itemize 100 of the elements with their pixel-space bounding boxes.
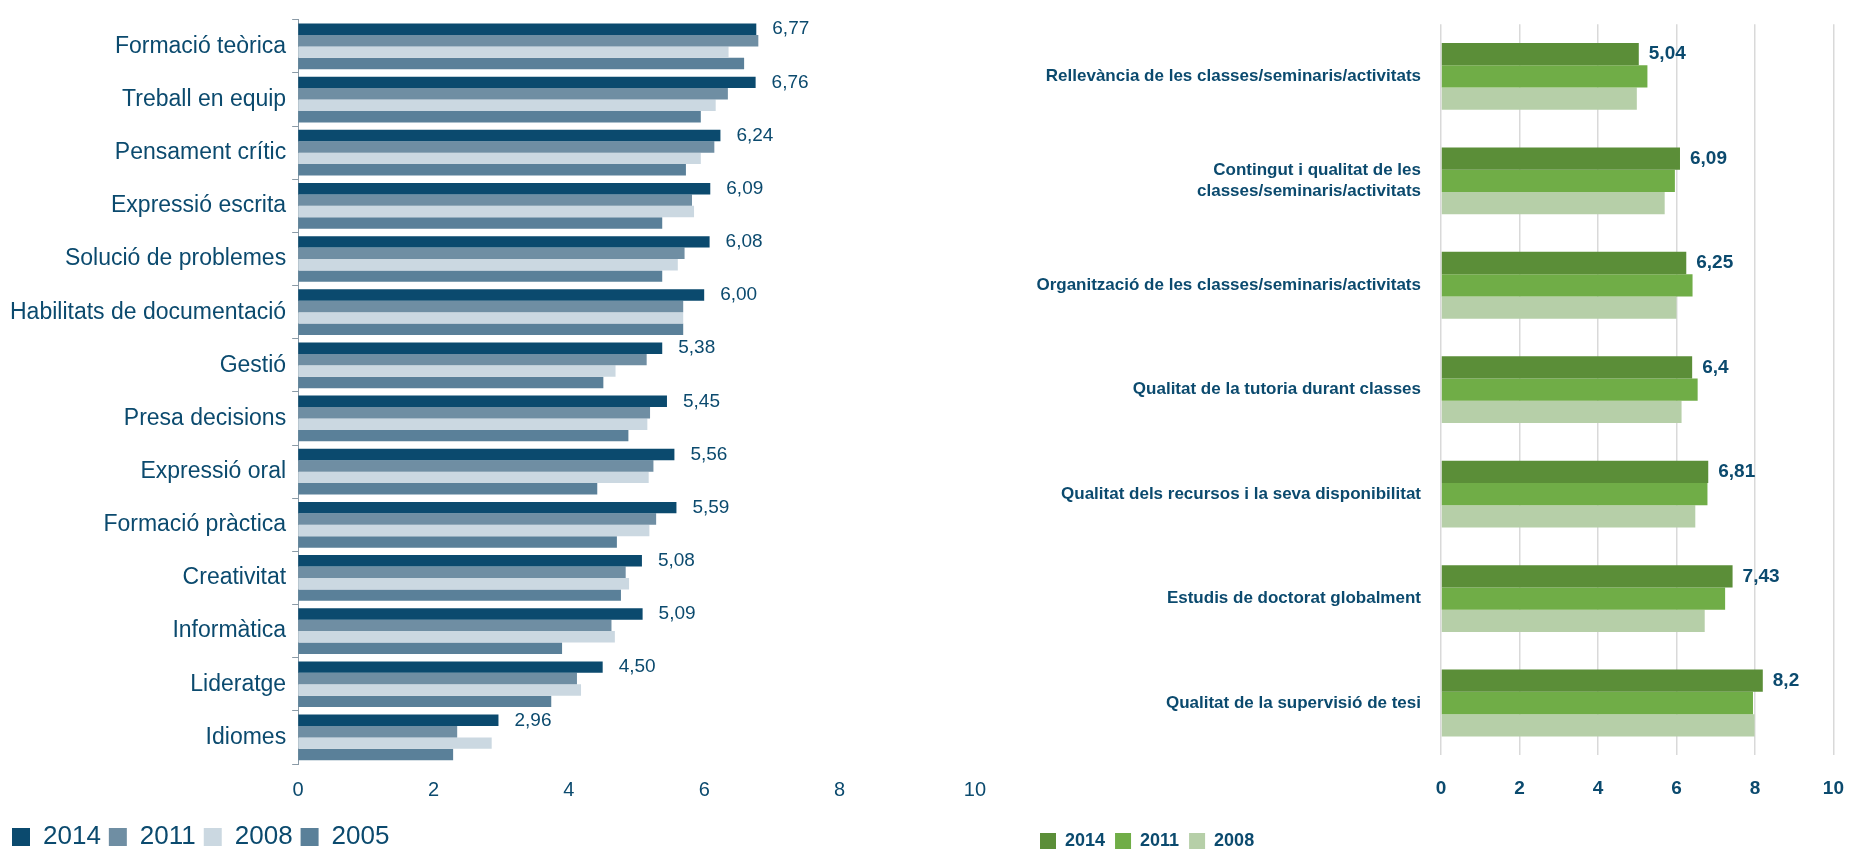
bar xyxy=(298,631,615,643)
bar xyxy=(1441,65,1648,88)
y-tick-label: Expressió oral xyxy=(140,456,287,483)
bar xyxy=(1441,191,1665,215)
y-tick-label: Treball en equip xyxy=(122,84,287,111)
bar xyxy=(298,129,721,142)
bar xyxy=(298,270,663,282)
bar xyxy=(298,182,711,195)
data-label: 6,25 xyxy=(1696,251,1734,273)
y-tick-label: Estudis de doctorat globalment xyxy=(1166,588,1422,608)
bar xyxy=(1441,147,1680,170)
data-label: 5,59 xyxy=(692,495,730,517)
y-tick-label: Presa decisions xyxy=(123,403,287,430)
x-tick-label: 6 xyxy=(1671,776,1682,798)
bar xyxy=(298,217,663,229)
x-tick-label: 10 xyxy=(963,777,986,800)
data-label: 4,50 xyxy=(618,655,656,677)
bar xyxy=(298,312,684,324)
bar xyxy=(298,353,647,366)
data-label: 6,00 xyxy=(720,283,758,305)
bar xyxy=(298,152,701,165)
bar xyxy=(298,513,657,525)
bar xyxy=(298,589,621,601)
bar xyxy=(1441,169,1675,192)
bar xyxy=(298,672,577,685)
y-tick-label: Lideratge xyxy=(190,669,287,696)
bar xyxy=(1441,714,1755,737)
bar xyxy=(298,661,603,673)
data-label: 5,04 xyxy=(1648,42,1687,64)
bar xyxy=(1441,460,1709,483)
bar xyxy=(298,714,499,726)
x-tick-label: 8 xyxy=(1749,776,1761,798)
bar xyxy=(298,524,650,537)
bar xyxy=(298,236,710,248)
bar xyxy=(298,323,684,336)
x-tick-label: 10 xyxy=(1822,776,1844,798)
bar xyxy=(1441,565,1733,588)
bar xyxy=(298,57,745,70)
y-tick-label: Pensament crític xyxy=(114,138,287,165)
bar xyxy=(298,501,677,514)
bar xyxy=(298,395,667,408)
bar xyxy=(298,365,616,377)
y-tick-label: Formació teòrica xyxy=(114,31,287,58)
y-tick-label: Qualitat de la supervisió de tesi xyxy=(1165,692,1421,712)
legend-label: 2014 xyxy=(43,820,101,851)
bar xyxy=(298,376,604,389)
bar xyxy=(1441,378,1698,401)
bar xyxy=(298,418,648,430)
y-tick-label: Creativitat xyxy=(182,563,287,590)
bar xyxy=(298,76,756,89)
y-tick-label: Rellevància de les classes/seminaris/activitats xyxy=(1045,66,1421,86)
data-label: 7,43 xyxy=(1742,564,1780,586)
bar xyxy=(298,619,612,632)
bar xyxy=(1441,296,1677,319)
y-tick-label: Qualitat dels recursos i la seva disponibilitat xyxy=(1061,483,1422,503)
bar xyxy=(1441,43,1639,66)
bar xyxy=(298,141,715,153)
legend-label: 2008 xyxy=(234,820,293,851)
bar xyxy=(298,748,454,761)
bar xyxy=(298,259,678,271)
bar xyxy=(298,684,582,696)
data-label: 5,38 xyxy=(678,336,716,358)
x-tick-label: 0 xyxy=(292,777,304,800)
bar xyxy=(298,164,686,176)
bar xyxy=(298,725,458,738)
y-tick-label: Idiomes xyxy=(205,722,287,749)
bar xyxy=(298,342,663,354)
bar xyxy=(1441,505,1696,528)
data-label: 6,24 xyxy=(736,123,774,145)
bar xyxy=(1441,587,1726,610)
y-tick-label: Expressió escrita xyxy=(111,191,287,218)
data-label: 6,81 xyxy=(1718,460,1756,482)
bar xyxy=(298,88,728,100)
bar xyxy=(298,23,757,35)
y-tick-label: Organització de les classes/seminaris/activitats xyxy=(1036,274,1421,294)
data-label: 5,56 xyxy=(690,442,728,464)
bar xyxy=(298,577,630,590)
legend-label: 2011 xyxy=(1140,829,1180,850)
y-tick-label: Habilitats de documentació xyxy=(9,297,287,324)
bar xyxy=(1441,482,1708,506)
x-tick-label: 6 xyxy=(698,777,710,800)
y-tick-label: Qualitat de la tutoria durant classes xyxy=(1132,379,1421,399)
data-label: 6,76 xyxy=(771,70,809,92)
y-tick-label: Formació pràctica xyxy=(103,510,287,537)
bar xyxy=(298,247,685,260)
bar xyxy=(298,471,649,484)
data-label: 6,09 xyxy=(1689,146,1727,168)
data-label: 6,4 xyxy=(1702,355,1729,377)
bar xyxy=(298,695,552,708)
legend-label: 2014 xyxy=(1065,829,1106,850)
legend-label: 2005 xyxy=(331,820,390,851)
data-label: 5,45 xyxy=(682,389,720,411)
x-tick-label: 4 xyxy=(1592,776,1604,798)
bar xyxy=(298,110,701,123)
bar xyxy=(298,34,759,47)
y-tick-label: Informàtica xyxy=(172,616,287,643)
y-tick-label: Solució de problemes xyxy=(64,244,287,271)
bar xyxy=(1441,87,1637,110)
bar xyxy=(298,448,675,461)
bar xyxy=(298,289,705,301)
